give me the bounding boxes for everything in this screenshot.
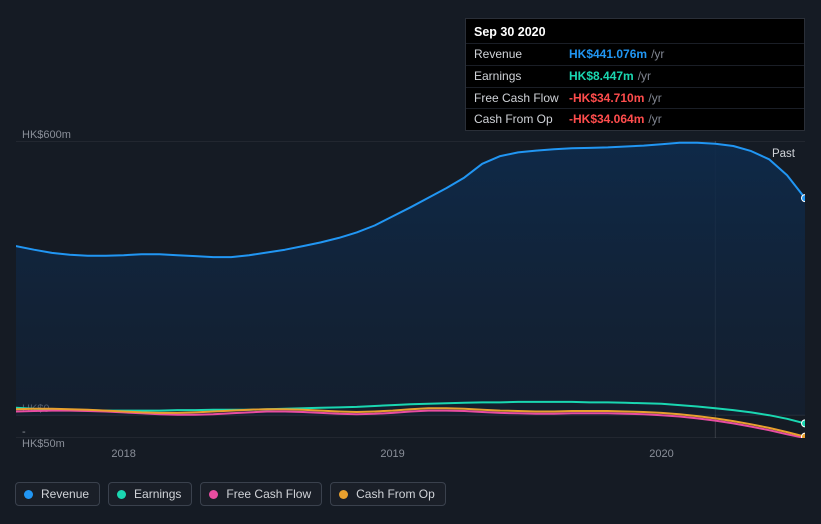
past-label: Past bbox=[772, 148, 795, 160]
tooltip-row-unit: /yr bbox=[648, 90, 661, 107]
legend-dot-icon bbox=[24, 490, 33, 499]
tooltip-row-label: Cash From Op bbox=[474, 111, 569, 128]
plot-area[interactable] bbox=[16, 141, 805, 438]
chart-legend: Revenue Earnings Free Cash Flow Cash From O… bbox=[15, 482, 446, 506]
tooltip-row-value: HK$8.447m bbox=[569, 68, 634, 85]
legend-item-label: Cash From Op bbox=[356, 487, 435, 501]
legend-item-earnings[interactable]: Earnings bbox=[108, 482, 192, 506]
tooltip-row: Free Cash Flow-HK$34.710m/yr bbox=[466, 87, 804, 109]
tooltip-row-label: Earnings bbox=[474, 68, 569, 85]
plot-svg bbox=[16, 141, 805, 438]
legend-dot-icon bbox=[209, 490, 218, 499]
tooltip-row-unit: /yr bbox=[651, 46, 664, 63]
legend-item-label: Earnings bbox=[134, 487, 181, 501]
tooltip-row-value: HK$441.076m bbox=[569, 46, 647, 63]
x-axis-tick-label: 2020 bbox=[649, 448, 673, 460]
legend-dot-icon bbox=[117, 490, 126, 499]
legend-item-fcf[interactable]: Free Cash Flow bbox=[200, 482, 322, 506]
tooltip-row: EarningsHK$8.447m/yr bbox=[466, 65, 804, 87]
tooltip-row-unit: /yr bbox=[648, 111, 661, 128]
tooltip-row-value: -HK$34.064m bbox=[569, 111, 644, 128]
tooltip-row-value: -HK$34.710m bbox=[569, 90, 644, 107]
tooltip-date: Sep 30 2020 bbox=[466, 19, 804, 43]
tooltip-rows: RevenueHK$441.076m/yrEarningsHK$8.447m/y… bbox=[466, 43, 804, 130]
legend-item-cfo[interactable]: Cash From Op bbox=[330, 482, 446, 506]
tooltip-row: Cash From Op-HK$34.064m/yr bbox=[466, 108, 804, 130]
tooltip-row: RevenueHK$441.076m/yr bbox=[466, 43, 804, 65]
tooltip-row-label: Revenue bbox=[474, 46, 569, 63]
legend-dot-icon bbox=[339, 490, 348, 499]
x-axis-tick-label: 2019 bbox=[380, 448, 404, 460]
legend-item-label: Free Cash Flow bbox=[226, 487, 311, 501]
legend-item-revenue[interactable]: Revenue bbox=[15, 482, 100, 506]
chart-tooltip: Sep 30 2020 RevenueHK$441.076m/yrEarning… bbox=[465, 18, 805, 131]
legend-item-label: Revenue bbox=[41, 487, 89, 501]
financials-chart: Sep 30 2020 RevenueHK$441.076m/yrEarning… bbox=[0, 0, 821, 524]
tooltip-row-unit: /yr bbox=[638, 68, 651, 85]
x-axis-tick-label: 2018 bbox=[111, 448, 135, 460]
tooltip-row-label: Free Cash Flow bbox=[474, 90, 569, 107]
